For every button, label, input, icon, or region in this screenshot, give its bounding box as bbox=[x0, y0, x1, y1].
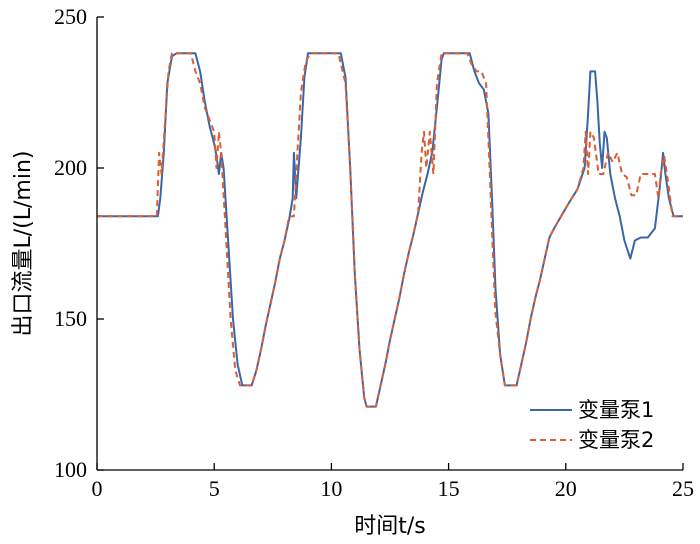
y-tick-label: 100 bbox=[54, 457, 87, 482]
x-tick-label: 25 bbox=[672, 476, 694, 501]
x-tick-label: 0 bbox=[92, 476, 103, 501]
x-tick-label: 5 bbox=[209, 476, 220, 501]
legend-label-1: 变量泵1 bbox=[578, 398, 654, 422]
legend-label-2: 变量泵2 bbox=[578, 428, 654, 452]
series-line-2 bbox=[97, 52, 683, 408]
x-tick-label: 15 bbox=[438, 476, 460, 501]
y-tick-label: 200 bbox=[54, 155, 87, 180]
axes bbox=[96, 17, 683, 471]
y-axis-label: 出口流量L/(L/min) bbox=[11, 151, 36, 337]
y-tick-label: 150 bbox=[54, 306, 87, 331]
x-axis-label: 时间t/s bbox=[354, 514, 426, 539]
x-tick-label: 10 bbox=[320, 476, 342, 501]
legend: 变量泵1 变量泵2 bbox=[530, 398, 654, 452]
y-tick-label: 250 bbox=[54, 4, 87, 29]
plot-lines bbox=[97, 52, 683, 408]
ticks: 0 5 10 15 20 25 100 150 200 250 bbox=[54, 4, 694, 501]
series-line-1 bbox=[97, 52, 683, 408]
x-tick-label: 20 bbox=[555, 476, 577, 501]
